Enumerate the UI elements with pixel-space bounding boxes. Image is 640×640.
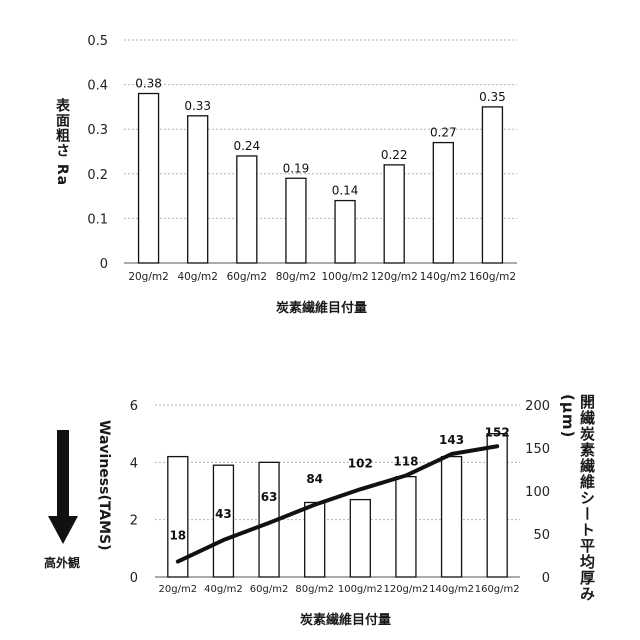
line-data-label: 18 [169,529,186,543]
x-tick-label: 120g/m2 [383,584,428,595]
y-tick-label: 0.4 [87,79,108,94]
line-data-label: 152 [485,425,510,439]
data-label: 0.35 [479,90,506,104]
line-data-label: 84 [306,472,323,486]
bar [237,156,257,263]
line-data-label: 118 [393,455,418,469]
bar [305,502,325,577]
x-tick-label: 120g/m2 [371,271,418,283]
x-tick-label: 140g/m2 [429,584,474,595]
y-tick-label-right: 200 [525,399,550,414]
y-tick-label: 0.1 [87,212,108,227]
data-label: 0.19 [283,161,310,175]
x-tick-label: 160g/m2 [469,271,516,283]
bar [188,116,208,263]
y-tick-label: 0.3 [87,123,108,138]
data-label: 0.33 [184,99,211,113]
bar [433,143,453,263]
y-tick-label-right: 50 [533,528,550,543]
x-tick-label: 80g/m2 [295,584,334,595]
x-tick-label: 40g/m2 [204,584,243,595]
data-label: 0.22 [381,148,408,162]
x-axis-label-roughness: 炭素繊維目付量 [276,297,367,316]
x-tick-label: 40g/m2 [177,271,217,283]
data-label: 0.27 [430,126,457,140]
line-data-label: 143 [439,433,464,447]
y-axis-label-waviness: Waviness(TAMS) [96,420,112,551]
x-tick-label: 20g/m2 [159,584,198,595]
bar [384,165,404,263]
x-tick-label: 80g/m2 [276,271,316,283]
surface-roughness-chart: 0 0.1 0.2 0.3 0.4 0.5 0.38 20g/m2 0.33 40g/m2 0.24… [0,0,640,330]
x-axis-label-waviness: 炭素繊維目付量 [300,609,391,628]
y-tick-label-left: 6 [130,399,138,414]
y-axis-label-thickness: 開繊炭素繊維シート平均厚み(μm) [559,394,598,640]
y-axis-label-roughness: 表面粗さ Ra [52,98,72,186]
y-tick-label-right: 100 [525,485,550,500]
arrow-caption: 高外観 [44,554,80,571]
x-tick-label: 160g/m2 [475,584,520,595]
down-arrow-icon [48,430,78,545]
bar [213,465,233,577]
x-tick-label: 60g/m2 [227,271,267,283]
data-label: 0.38 [135,77,162,91]
data-label: 0.14 [332,184,359,198]
y-tick-label-left: 0 [130,571,138,586]
bar [442,457,462,577]
x-tick-label: 20g/m2 [128,271,168,283]
y-tick-label: 0.2 [87,168,108,183]
x-tick-label: 140g/m2 [420,271,467,283]
line-data-label: 63 [261,490,278,504]
bar [286,178,306,263]
y-tick-label: 0.5 [87,34,108,49]
y-tick-label-right: 150 [525,442,550,457]
bar [482,107,502,263]
x-tick-label: 100g/m2 [338,584,383,595]
y-tick-label: 0 [100,257,108,272]
y-tick-label-left: 2 [130,514,138,529]
x-tick-label: 100g/m2 [321,271,368,283]
data-label: 0.24 [233,139,260,153]
y-tick-label-right: 0 [542,571,550,586]
bar [139,94,159,263]
line-data-label: 102 [348,456,373,470]
y-tick-label-left: 4 [130,456,138,471]
bar [350,500,370,577]
bar [396,477,416,577]
line-data-label: 43 [215,507,232,521]
bar [487,434,507,577]
bar [335,201,355,263]
x-tick-label: 60g/m2 [250,584,289,595]
